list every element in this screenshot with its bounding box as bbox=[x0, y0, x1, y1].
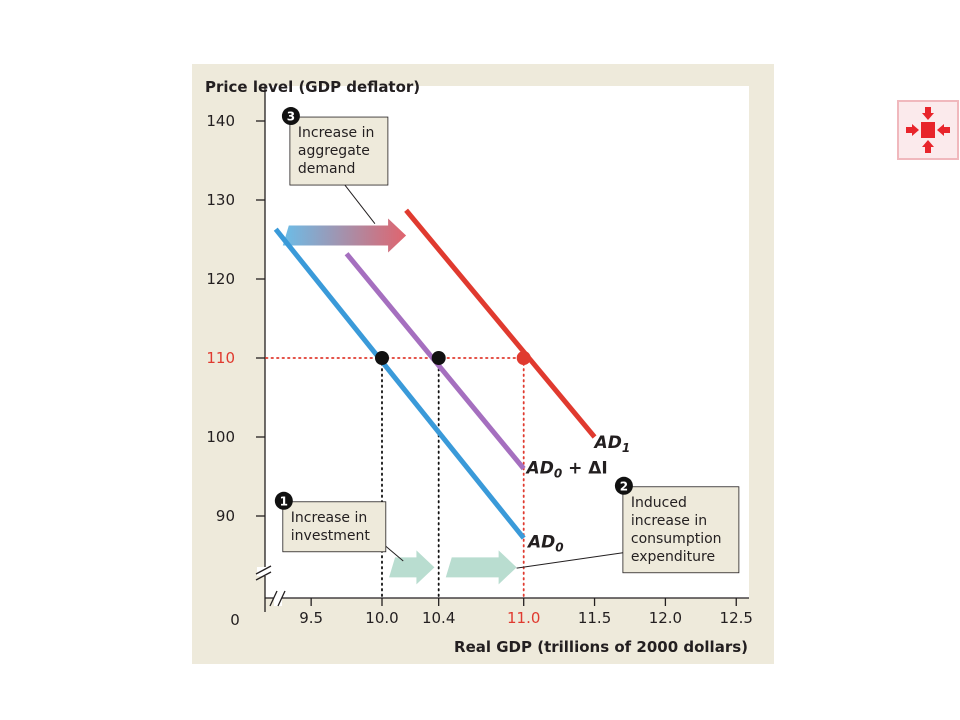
callout-number-badge bbox=[614, 476, 633, 495]
callout-pointer bbox=[344, 184, 376, 225]
x-axis-break bbox=[269, 590, 278, 607]
callout-box bbox=[289, 116, 389, 186]
callout-number: 1 bbox=[280, 494, 288, 508]
y-axis-break bbox=[255, 571, 272, 581]
callout-number-badge bbox=[281, 107, 300, 126]
figure-panel: 90 100 110 120 130 140 9.5 10.0 10.4 11.0 11.5 12.0… bbox=[192, 64, 774, 664]
callout-box bbox=[622, 486, 740, 574]
callout-number: 3 bbox=[287, 110, 295, 124]
x-axis-break-gap bbox=[274, 590, 282, 606]
y-tick-label: 120 bbox=[206, 270, 235, 288]
callout-text: Induced bbox=[631, 495, 687, 511]
y-tick-label: 130 bbox=[206, 191, 235, 209]
curve-line bbox=[404, 208, 597, 439]
callout-text: expenditure bbox=[631, 549, 715, 565]
callout-text: investment bbox=[291, 528, 371, 544]
y-tick-label: 140 bbox=[206, 112, 235, 130]
callout-pointer bbox=[516, 552, 623, 569]
callout-text: Increase in bbox=[291, 510, 367, 526]
x-axis-title: Real GDP (trillions of 2000 dollars) bbox=[454, 638, 748, 656]
y-axis-title: Price level (GDP deflator) bbox=[205, 78, 420, 96]
x-tick-label: 9.5 bbox=[299, 609, 323, 627]
y-tick-label: 100 bbox=[206, 428, 235, 446]
callout-text: increase in bbox=[631, 513, 707, 529]
callout-number: 2 bbox=[620, 479, 628, 493]
x-tick-label: 10.0 bbox=[365, 609, 398, 627]
curve-label: AD0 bbox=[526, 533, 564, 555]
x-tick-label: 12.5 bbox=[720, 609, 753, 627]
equilibrium-point bbox=[516, 351, 531, 365]
shift-arrow bbox=[282, 218, 407, 253]
shift-arrow bbox=[445, 550, 517, 585]
equilibrium-point bbox=[431, 351, 446, 365]
curve-label: AD0 + ΔI bbox=[525, 458, 608, 480]
origin-label: 0 bbox=[230, 611, 240, 629]
callout-pointer bbox=[382, 543, 404, 562]
y-axis-break bbox=[255, 565, 272, 575]
y-axis-break-gap bbox=[257, 567, 273, 576]
callout-text: consumption bbox=[631, 531, 722, 547]
callout-text: Increase in bbox=[298, 125, 374, 141]
x-tick-label: 11.0 bbox=[507, 609, 540, 627]
x-tick-label: 10.4 bbox=[422, 609, 455, 627]
callout-number-badge bbox=[274, 491, 293, 510]
collapse-arrows-icon bbox=[906, 107, 950, 153]
curve-label: AD1 bbox=[593, 433, 631, 455]
callout-text: aggregate bbox=[298, 143, 370, 159]
y-tick-label: 110 bbox=[206, 349, 235, 367]
callout-text: demand bbox=[298, 161, 355, 177]
x-tick-label: 12.0 bbox=[649, 609, 682, 627]
y-tick-label: 90 bbox=[216, 507, 235, 525]
equilibrium-point bbox=[375, 351, 389, 365]
callout-box bbox=[282, 501, 387, 553]
curve-line bbox=[273, 227, 526, 540]
x-tick-label: 11.5 bbox=[578, 609, 611, 627]
x-axis-break bbox=[277, 590, 286, 607]
nav-button[interactable] bbox=[897, 100, 959, 160]
